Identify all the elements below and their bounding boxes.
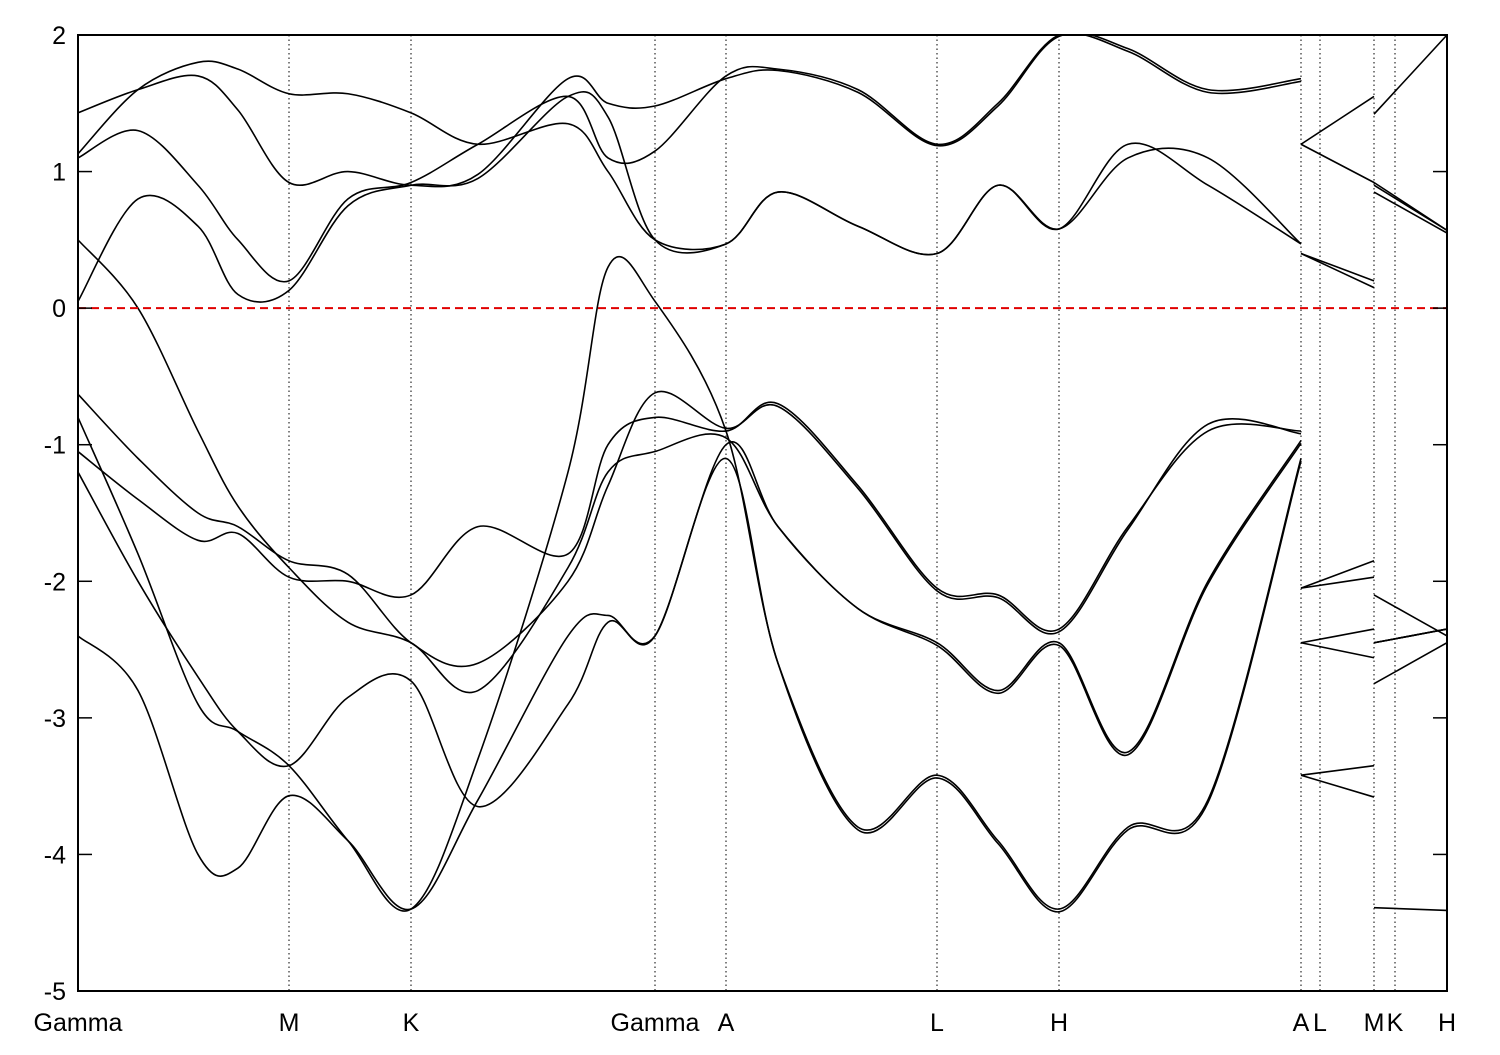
x-tick-label: L xyxy=(1313,1009,1327,1037)
band-line xyxy=(78,255,1447,913)
band-line xyxy=(78,401,1447,637)
y-tick-label: 0 xyxy=(52,295,66,323)
y-tick-label: -5 xyxy=(44,978,66,1006)
x-tick-label: H xyxy=(1050,1009,1068,1037)
plot-frame xyxy=(77,34,1448,992)
x-tick-label: A xyxy=(1293,1009,1310,1037)
y-tick-label: -2 xyxy=(44,568,66,596)
y-tick-label: -1 xyxy=(44,432,66,460)
band-line xyxy=(78,60,1447,282)
plot-area xyxy=(78,35,1447,913)
x-tick-label: Gamma xyxy=(34,1009,123,1037)
band-line xyxy=(78,91,1447,303)
x-tick-label: H xyxy=(1438,1009,1456,1037)
x-tick-label: A xyxy=(718,1009,735,1037)
y-tick-label: 1 xyxy=(52,159,66,187)
band-line xyxy=(78,440,1447,808)
band-line xyxy=(78,35,1447,283)
y-tick-label: 2 xyxy=(52,22,66,50)
y-tick-label: -3 xyxy=(44,705,66,733)
x-tick-label: K xyxy=(403,1009,420,1037)
x-tick-label: K xyxy=(1387,1009,1404,1037)
x-tick-label: M xyxy=(279,1009,300,1037)
y-tick-label: -4 xyxy=(44,841,66,869)
x-tick-label: Gamma xyxy=(611,1009,700,1037)
x-tick-label: L xyxy=(930,1009,944,1037)
x-tick-label: M xyxy=(1364,1009,1385,1037)
